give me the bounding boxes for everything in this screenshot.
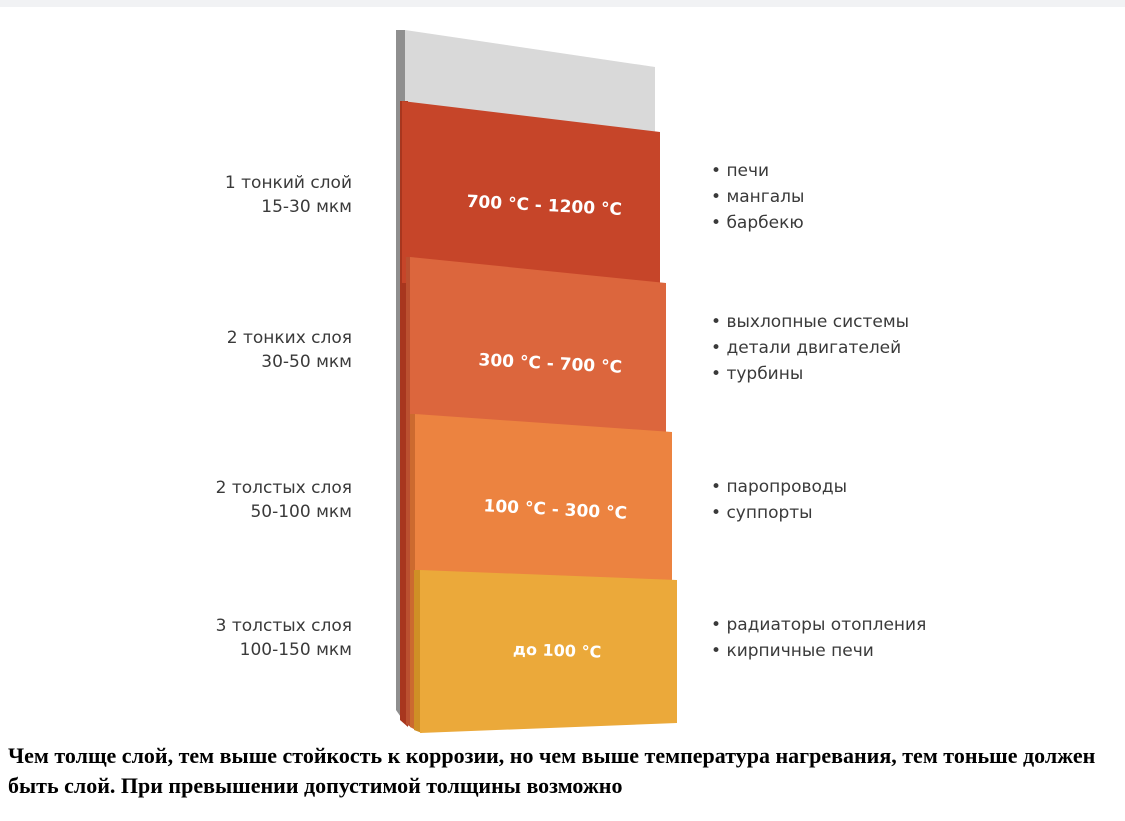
- list-item: барбекю: [711, 210, 804, 236]
- layer-2-thickness-label: 2 тонких слоя 30-50 мкм: [92, 326, 352, 374]
- layer-2-thickness: 30-50 мкм: [261, 352, 352, 372]
- top-border: [0, 0, 1125, 7]
- layer-3-applications: паропроводы суппорты: [711, 474, 847, 526]
- layer-3-face: [415, 414, 672, 580]
- list-item: детали двигателей: [711, 335, 909, 361]
- layer-3-thickness: 50-100 мкм: [250, 502, 352, 522]
- layer-4-face: [420, 570, 677, 733]
- layer-2-face: [410, 257, 666, 432]
- layer-1-coat-count: 1 тонкий слой: [224, 173, 352, 193]
- layer-2-coat-count: 2 тонких слоя: [226, 328, 352, 348]
- coating-layers-diagram: 700 °C - 1200 °C 300 °C - 700 °C 100 °C …: [396, 30, 677, 733]
- list-item: турбины: [711, 361, 909, 387]
- layer-3-coat-count: 2 толстых слоя: [215, 478, 352, 498]
- list-item: мангалы: [711, 184, 804, 210]
- layer-1-face: [402, 101, 660, 283]
- layer-4-thickness: 100-150 мкм: [239, 640, 352, 660]
- layer-4-thickness-label: 3 толстых слоя 100-150 мкм: [92, 614, 352, 662]
- caption-text: Чем толще слой, тем выше стойкость к кор…: [8, 743, 1096, 798]
- layer-4-temperature: до 100 °C: [513, 639, 602, 661]
- layer-2-applications: выхлопные системы детали двигателей турб…: [711, 309, 909, 387]
- list-item: паропроводы: [711, 474, 847, 500]
- list-item: суппорты: [711, 500, 847, 526]
- layer-1-applications: печи мангалы барбекю: [711, 158, 804, 236]
- layer-3-thickness-label: 2 толстых слоя 50-100 мкм: [92, 476, 352, 524]
- layer-4-applications: радиаторы отопления кирпичные печи: [711, 612, 926, 664]
- layer-1-thickness: 15-30 мкм: [261, 197, 352, 217]
- layer-1-thickness-label: 1 тонкий слой 15-30 мкм: [92, 171, 352, 219]
- list-item: кирпичные печи: [711, 638, 926, 664]
- layer-4-coat-count: 3 толстых слоя: [215, 616, 352, 636]
- list-item: радиаторы отопления: [711, 612, 926, 638]
- list-item: выхлопные системы: [711, 309, 909, 335]
- list-item: печи: [711, 158, 804, 184]
